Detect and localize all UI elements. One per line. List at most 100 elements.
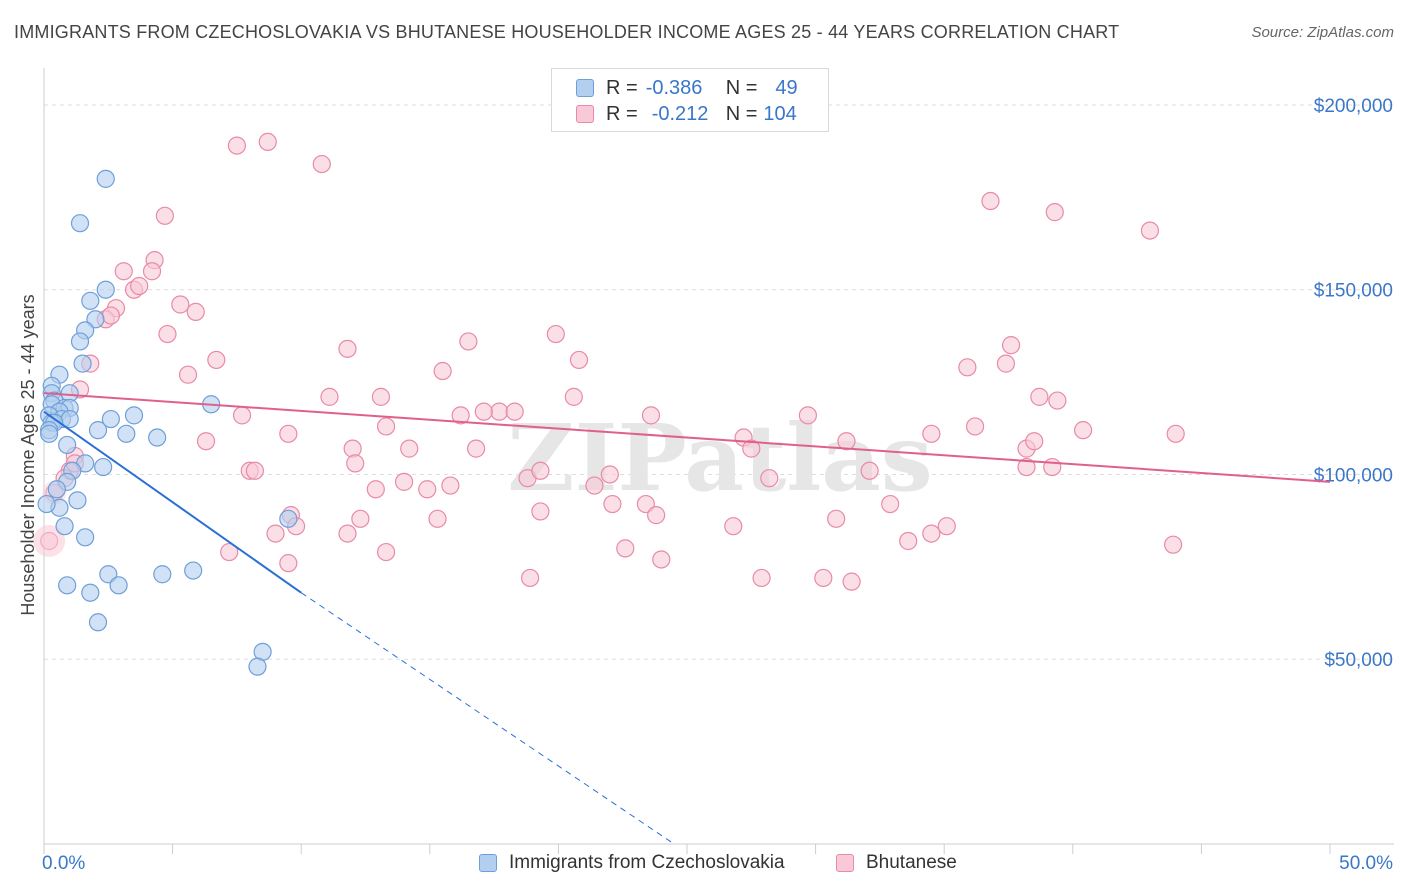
data-point xyxy=(279,509,298,528)
data-point xyxy=(1073,421,1093,440)
legend-row-czechoslovakia: R = -0.386 N = 49 xyxy=(576,76,798,100)
data-point xyxy=(1166,424,1185,443)
data-point xyxy=(70,332,90,351)
data-point xyxy=(433,361,452,381)
series-legend: Immigrants from Czechoslovakia Bhutanese xyxy=(0,852,1406,876)
legend-swatch-blue xyxy=(576,79,594,97)
axes xyxy=(43,68,1394,854)
data-point xyxy=(88,421,108,440)
data-point xyxy=(505,402,524,421)
data-point xyxy=(338,339,357,358)
series-czechoslovakia xyxy=(37,169,298,676)
data-point xyxy=(1001,336,1021,355)
data-point xyxy=(958,358,977,377)
data-point xyxy=(312,154,331,174)
data-point xyxy=(101,306,120,325)
data-point xyxy=(996,354,1016,373)
data-point xyxy=(109,576,128,595)
trend-line-bhutanese xyxy=(43,392,1331,483)
data-point xyxy=(564,387,583,406)
data-point xyxy=(1045,203,1064,222)
data-point xyxy=(400,439,419,458)
data-point xyxy=(279,554,298,573)
legend-item-czechoslovakia: Immigrants from Czechoslovakia xyxy=(479,852,785,874)
data-point xyxy=(220,542,239,562)
legend-r-label: R = xyxy=(606,76,638,99)
data-point xyxy=(148,428,167,447)
data-point xyxy=(351,509,370,528)
legend-n-label: N = xyxy=(725,102,758,125)
data-point xyxy=(1025,432,1044,451)
data-point xyxy=(58,576,77,595)
legend-r-value: -0.386 xyxy=(645,76,703,99)
data-point xyxy=(459,332,478,351)
y-tick-label: $50,000 xyxy=(1324,650,1393,671)
data-point xyxy=(652,550,671,569)
data-point xyxy=(207,350,226,370)
data-point xyxy=(258,132,277,152)
data-point xyxy=(521,568,540,588)
data-point xyxy=(760,469,779,488)
data-point xyxy=(86,310,105,329)
data-point xyxy=(245,461,265,480)
data-point xyxy=(99,565,118,584)
legend-label: Immigrants from Czechoslovakia xyxy=(509,852,785,873)
data-point xyxy=(636,494,655,514)
y-tick-labels: $200,000 $150,000 $100,000 $50,000 xyxy=(1314,96,1393,671)
watermark: ZIPatlas xyxy=(507,404,932,512)
data-point xyxy=(184,561,203,580)
data-point xyxy=(81,583,100,602)
legend-swatch-pink xyxy=(836,854,854,872)
data-point xyxy=(490,402,509,421)
data-point xyxy=(171,295,190,314)
data-point xyxy=(600,465,619,484)
data-point xyxy=(142,262,162,281)
gridlines xyxy=(44,104,1394,660)
data-point xyxy=(376,417,396,436)
data-point xyxy=(47,480,66,499)
trend-lines xyxy=(43,392,1331,845)
y-tick-label: $150,000 xyxy=(1314,281,1393,302)
data-point xyxy=(37,494,56,514)
data-point xyxy=(96,280,115,299)
data-point xyxy=(1017,457,1036,477)
data-point xyxy=(346,454,365,473)
data-point xyxy=(827,509,846,528)
data-point xyxy=(117,424,136,443)
data-point xyxy=(376,542,396,562)
data-point xyxy=(724,517,743,536)
data-point xyxy=(641,406,661,425)
data-point xyxy=(371,387,391,406)
data-point xyxy=(158,324,177,344)
data-point-cluster xyxy=(33,524,66,557)
data-point xyxy=(68,491,87,510)
data-point xyxy=(814,568,833,588)
data-point xyxy=(965,417,985,436)
x-tick-label: 50.0% xyxy=(1339,853,1393,874)
data-point xyxy=(178,365,198,384)
data-point xyxy=(130,276,149,296)
correlation-legend: R = -0.386 N = 49 R = -0.212 N = 104 xyxy=(551,68,829,132)
data-point xyxy=(94,457,113,477)
data-point xyxy=(585,476,604,495)
data-point xyxy=(428,509,447,528)
data-point xyxy=(860,461,879,480)
data-point xyxy=(227,136,246,155)
data-point xyxy=(338,524,357,543)
data-point xyxy=(76,528,95,547)
data-point xyxy=(40,424,59,443)
data-point xyxy=(569,350,589,370)
data-point xyxy=(798,406,817,425)
legend-row-bhutanese: R = -0.212 N = 104 xyxy=(576,102,797,126)
y-axis-label: Householder Income Ages 25 - 44 years xyxy=(18,294,38,615)
data-point xyxy=(394,472,414,491)
data-point xyxy=(981,191,1000,211)
legend-label: Bhutanese xyxy=(866,852,957,873)
data-point xyxy=(922,524,941,543)
legend-n-value: 49 xyxy=(775,76,798,99)
data-point xyxy=(343,439,362,458)
data-point xyxy=(441,476,460,495)
data-point xyxy=(248,657,267,676)
data-point xyxy=(114,262,133,281)
